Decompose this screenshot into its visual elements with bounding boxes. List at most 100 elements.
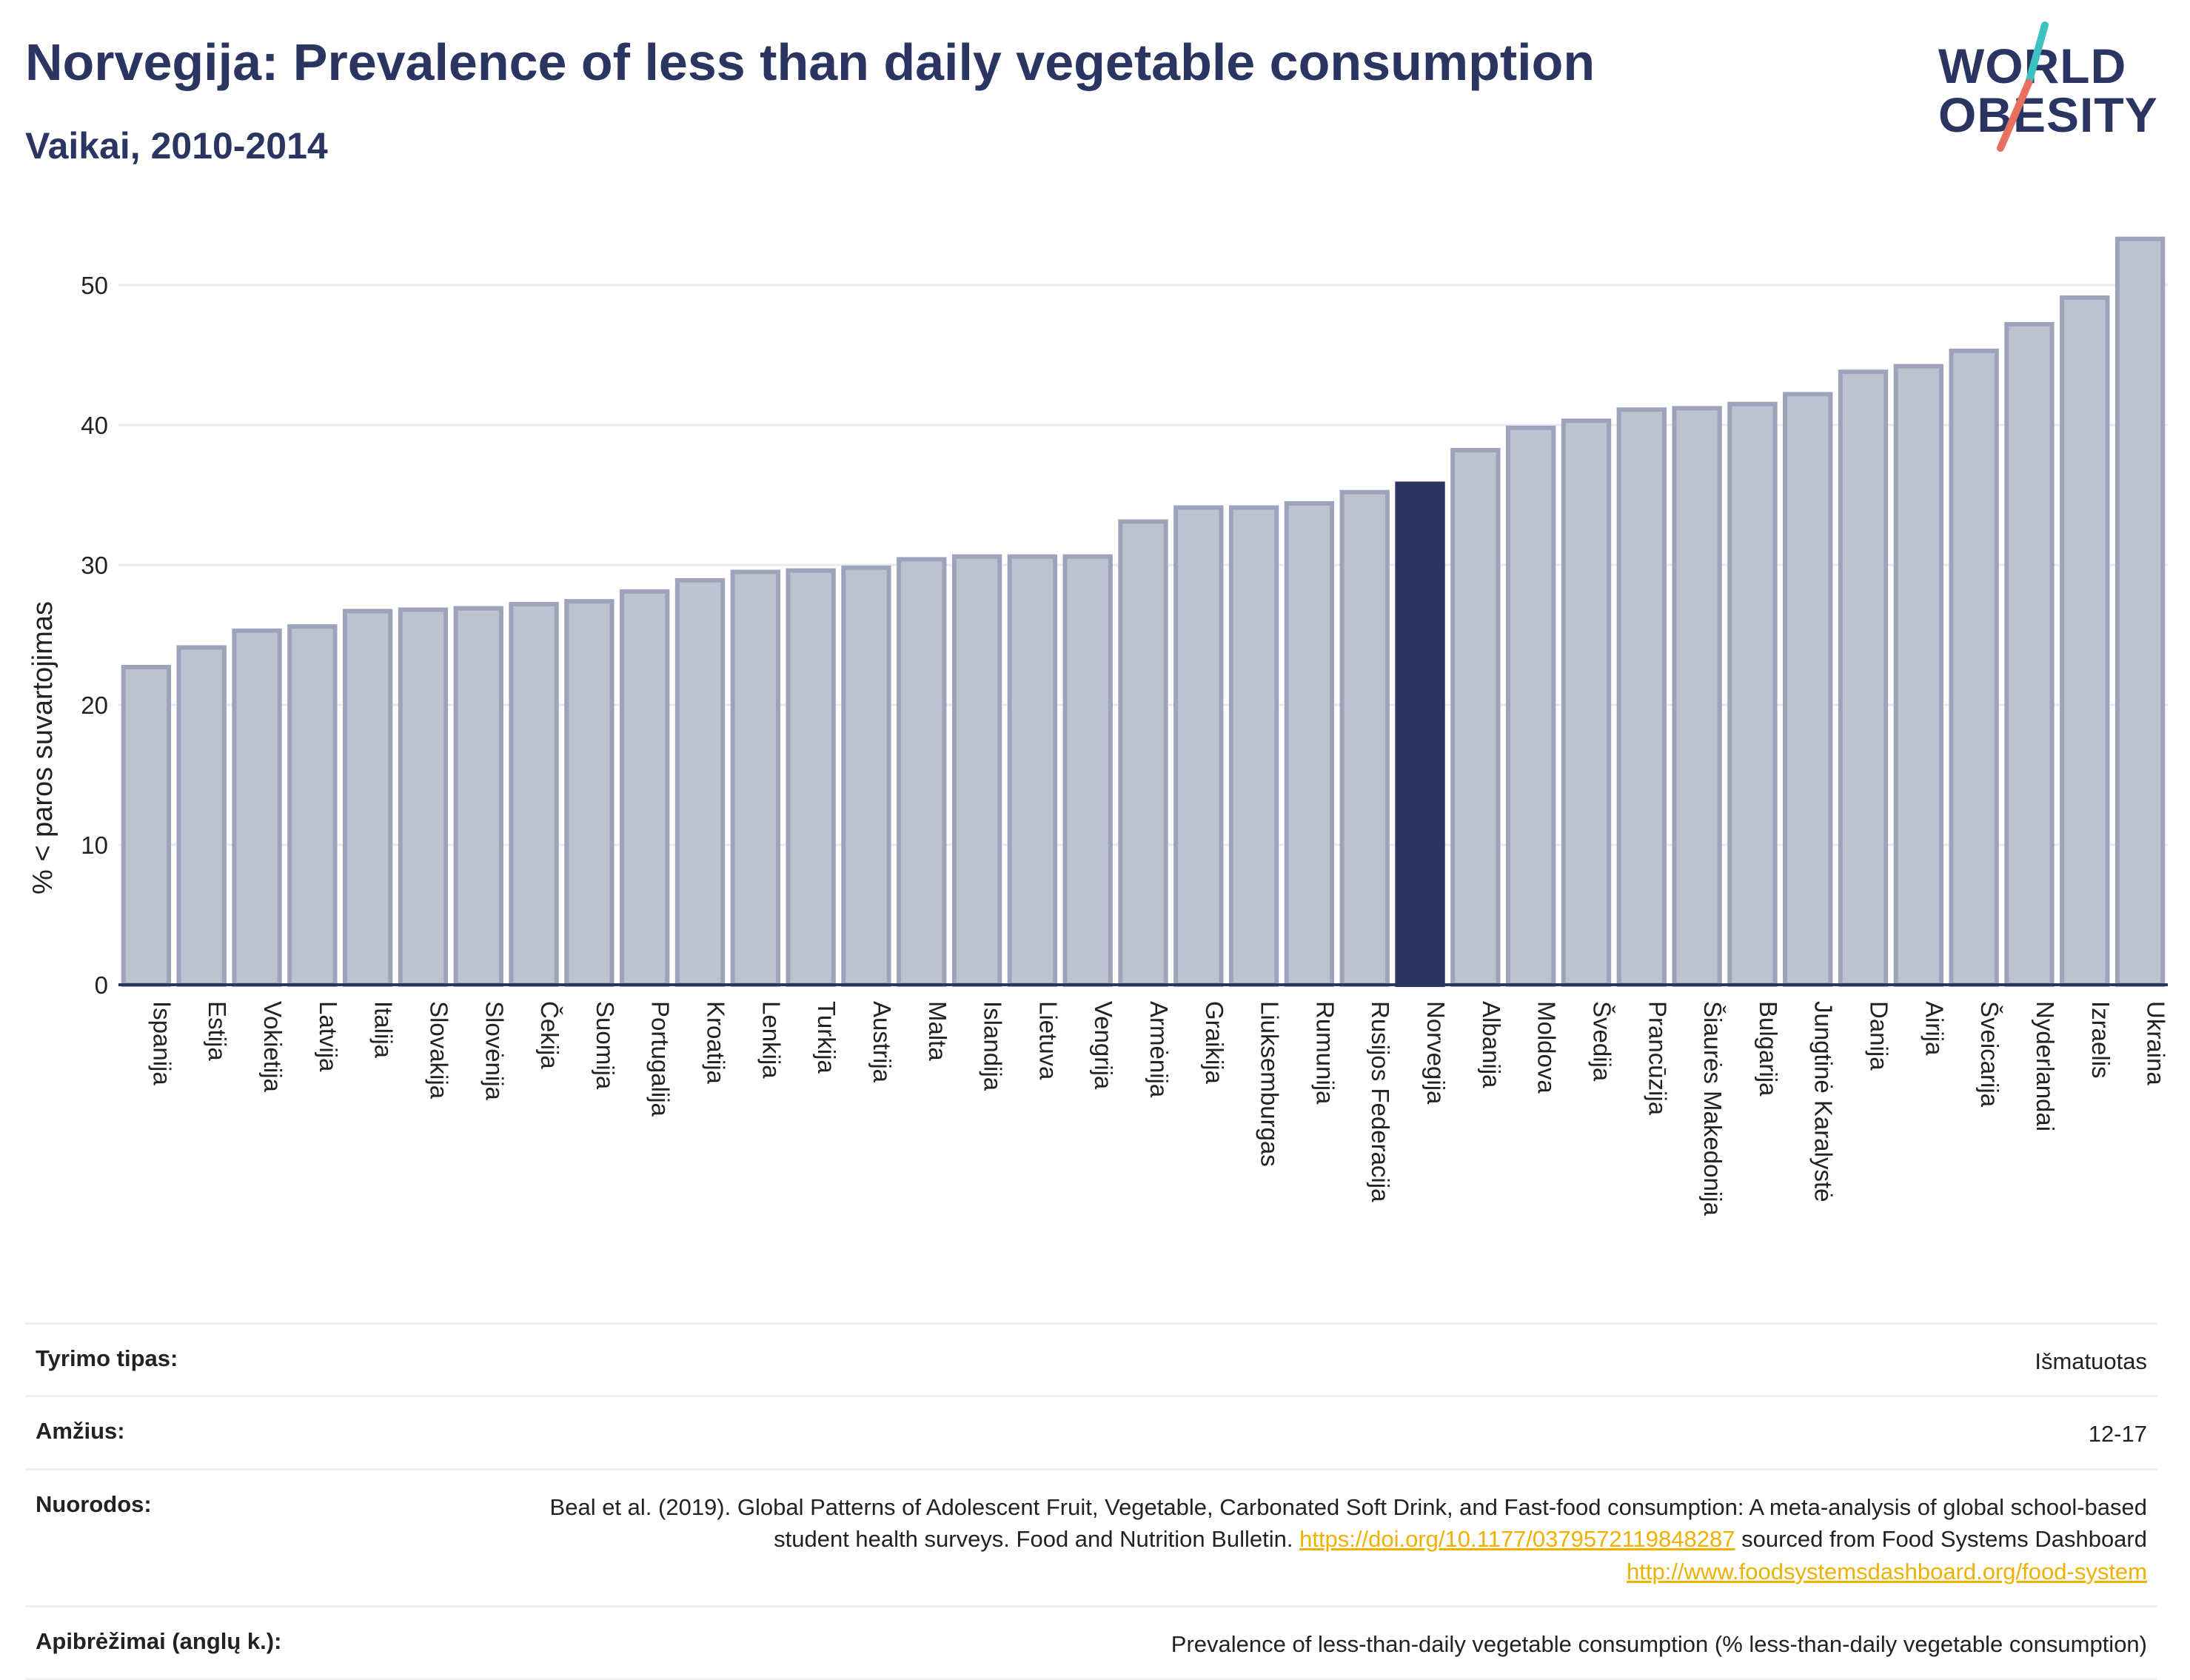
x-tick-label: Rusijos Federacija (1367, 1001, 1394, 1202)
x-tick-label: Suomija (592, 1001, 619, 1090)
x-tick-label: Lietuva (1034, 1001, 1062, 1080)
y-tick-label: 20 (81, 692, 108, 719)
x-tick-label: Austrija (868, 1001, 896, 1083)
x-tick-label: Italija (370, 1001, 398, 1059)
bar (1727, 401, 1778, 987)
bar (1007, 554, 1058, 988)
bar (730, 569, 780, 987)
info-row-definitions: Apibrėžimai (anglų k.): Prevalence of le… (25, 1604, 2157, 1680)
info-value-survey-type: Išmatuotas (2035, 1348, 2147, 1374)
info-row-survey-type: Tyrimo tipas: Išmatuotas (25, 1322, 2157, 1395)
bar (1561, 418, 1612, 987)
x-tick-label: Vengrija (1090, 1001, 1117, 1090)
x-tick-label: Albanija (1478, 1001, 1505, 1088)
bar (176, 645, 227, 987)
x-tick-label: Estija (204, 1001, 231, 1061)
bar (897, 557, 947, 987)
bar (1616, 407, 1667, 987)
y-axis-ticks: 0 10 20 30 40 50 (81, 272, 108, 999)
x-tick-label: Turkija (813, 1001, 840, 1074)
bar (1450, 448, 1501, 987)
x-tick-label: Bulgarija (1755, 1001, 1782, 1097)
y-tick-label: 0 (95, 971, 108, 999)
x-tick-label: Šveicarija (1976, 1001, 2003, 1108)
bar (1284, 501, 1335, 987)
bar (509, 601, 559, 987)
bar (1783, 392, 1833, 988)
x-tick-label: Čekija (536, 1001, 563, 1069)
bar (121, 664, 172, 987)
x-tick-label: Nyderlandai (2032, 1001, 2059, 1131)
x-tick-label: Kroatija (703, 1001, 730, 1085)
info-label-age: Amžius: (36, 1418, 125, 1445)
bar (1893, 364, 1944, 987)
bar (1506, 425, 1556, 987)
bars (121, 236, 2166, 988)
bar (342, 609, 393, 987)
world-obesity-logo: WORLD OBESITY (1925, 21, 2177, 161)
reference-text-1: Beal et al. (2019). Global Patterns of A… (549, 1493, 2147, 1553)
x-tick-label: Prancūzija (1644, 1001, 1671, 1116)
x-tick-label: Portugalija (647, 1001, 674, 1117)
reference-text-2: sourced from Food Systems Dashboard (1735, 1526, 2147, 1553)
bar (398, 607, 449, 987)
info-value-references: Beal et al. (2019). Global Patterns of A… (518, 1491, 2147, 1587)
bar (841, 565, 891, 987)
bar (2114, 236, 2166, 987)
x-tick-label: Ukraina (2143, 1001, 2170, 1085)
y-tick-label: 10 (81, 831, 108, 859)
doi-link[interactable]: https://doi.org/10.1177/0379572119848287 (1299, 1526, 1735, 1553)
bar (951, 554, 1002, 988)
x-tick-label: Šiaurės Makedonija (1699, 1001, 1727, 1216)
bar (1118, 519, 1168, 988)
bar-highlighted (1395, 481, 1445, 987)
x-tick-label: Švedija (1588, 1001, 1615, 1082)
x-axis-ticks: Ispanija Estija Vokietija Latvija Italija Slo… (148, 1001, 2169, 1216)
x-tick-label: Malta (924, 1001, 951, 1061)
info-label-survey-type: Tyrimo tipas: (36, 1345, 178, 1371)
bar (1339, 489, 1390, 988)
info-value-definitions: Prevalence of less-than-daily vegetable … (1171, 1630, 2147, 1657)
x-tick-label: Jungtinė Karalystė (1810, 1001, 1838, 1202)
bar (1949, 348, 1999, 987)
x-tick-label: Rumunija (1311, 1001, 1339, 1105)
bar (1838, 369, 1889, 987)
x-tick-label: Vokietija (259, 1001, 287, 1093)
y-axis-title: % < paros suvartojimas (27, 601, 58, 894)
bar (786, 568, 836, 987)
x-tick-label: Graikija (1201, 1001, 1228, 1085)
x-tick-label: Norvegija (1422, 1001, 1450, 1105)
bar (674, 578, 726, 987)
x-tick-label: Armėnija (1145, 1001, 1173, 1098)
x-tick-label: Moldova (1533, 1001, 1561, 1094)
food-systems-link[interactable]: http://www.foodsystemsdashboard.org/food… (1627, 1558, 2147, 1584)
bar (1173, 505, 1224, 987)
bar (287, 624, 338, 987)
y-tick-label: 50 (81, 272, 108, 299)
bar (453, 606, 503, 988)
x-tick-label: Islandija (980, 1001, 1007, 1091)
info-table: Tyrimo tipas: Išmatuotas Amžius: 12-17 N… (25, 1322, 2157, 1680)
info-row-age: Amžius: 12-17 (25, 1395, 2157, 1468)
x-tick-label: Izraelis (2087, 1001, 2114, 1079)
chart-title: Norvegija: Prevalence of less than daily… (25, 33, 1595, 91)
bar (1062, 554, 1113, 988)
bar (1228, 505, 1279, 987)
logo-line-obesity: OBESITY (1938, 87, 2158, 142)
chart-subtitle: Vaikai, 2010-2014 (25, 125, 328, 167)
x-tick-label: Lenkija (757, 1001, 785, 1079)
bar (1672, 406, 1722, 987)
bar (620, 589, 670, 987)
info-value-age: 12-17 (2088, 1421, 2147, 1448)
bar (2004, 321, 2055, 988)
info-row-references: Nuorodos: Beal et al. (2019). Global Pat… (25, 1468, 2157, 1605)
x-tick-label: Slovakija (425, 1001, 452, 1100)
x-tick-label: Slovėnija (480, 1001, 508, 1101)
x-tick-label: Airija (1921, 1001, 1948, 1056)
bar-chart: 0 10 20 30 40 50 Ispanija Estija Vokietija Latvi… (27, 236, 2170, 1216)
bar (2060, 295, 2110, 987)
logo-slash-icon (1997, 21, 2049, 152)
x-tick-label: Liuksemburgas (1256, 1001, 1284, 1167)
info-label-references: Nuorodos: (36, 1490, 152, 1517)
info-label-definitions: Apibrėžimai (anglų k.): (36, 1627, 282, 1654)
